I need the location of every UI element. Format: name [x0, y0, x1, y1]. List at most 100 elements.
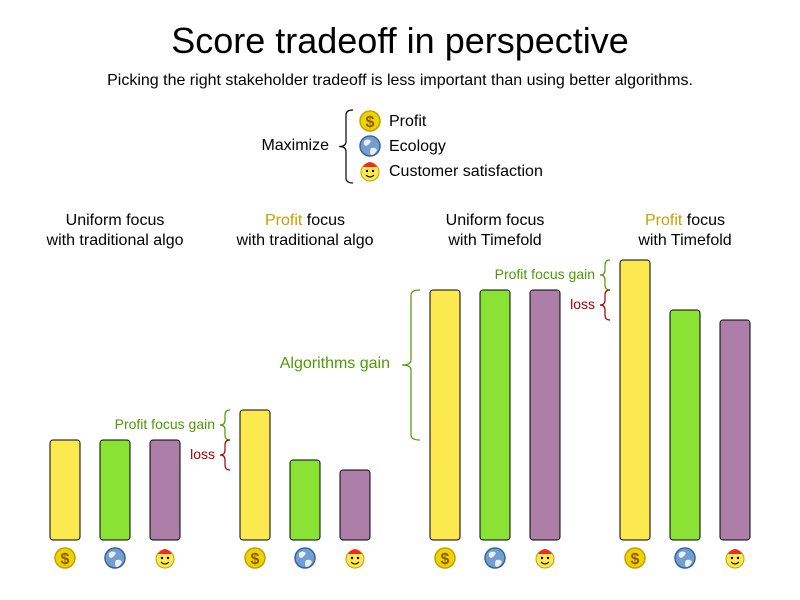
loss-brace-1	[219, 439, 231, 471]
group-title-line1: Uniform focus	[66, 212, 165, 229]
globe-icon	[359, 135, 381, 157]
smiley-icon	[155, 549, 175, 569]
group-title-line2: with traditional algo	[46, 232, 184, 249]
globe-icon	[104, 547, 126, 569]
profit-focus-gain-label-2: Profit focus gain	[495, 266, 595, 282]
smiley-cap	[348, 549, 362, 554]
smiley-eye	[546, 556, 550, 560]
bar-profit	[239, 409, 271, 541]
loss-label-1: loss	[190, 446, 215, 462]
legend-customer: Customer satisfaction	[389, 163, 543, 180]
bar-ecology	[669, 309, 701, 541]
smiley-eye	[730, 556, 734, 560]
group-title-text: focus	[302, 212, 345, 229]
smiley-eye	[166, 556, 170, 560]
globe-body	[484, 547, 506, 569]
globe-icon	[294, 547, 316, 569]
bar-ecology	[99, 439, 131, 541]
smiley-cap	[363, 162, 377, 167]
coin-body	[359, 110, 381, 132]
globe-body	[104, 547, 126, 569]
smiley-cap	[538, 549, 552, 554]
group-title-text: Uniform focus	[446, 212, 545, 229]
smiley-eye	[540, 556, 544, 560]
loss-label-2: loss	[570, 296, 595, 312]
bar-customer	[339, 469, 371, 541]
legend-label: Maximize	[261, 137, 329, 154]
bar-customer	[149, 439, 181, 541]
group-title-highlight: Profit	[265, 212, 303, 229]
smiley-eye	[160, 556, 164, 560]
globe-land	[108, 551, 122, 567]
smiley-mouth	[540, 561, 550, 565]
profit-focus-gain-brace-2	[599, 259, 611, 291]
group-title-line1: Profit focus	[645, 212, 725, 229]
globe-body	[359, 135, 381, 157]
group-title-highlight: Profit	[645, 212, 683, 229]
bar-ecology	[289, 459, 321, 541]
smiley-mouth	[730, 561, 740, 565]
coin-symbol: $	[441, 551, 450, 568]
smiley-icon	[725, 549, 745, 569]
smiley-mouth	[365, 174, 375, 178]
smiley-mouth	[350, 561, 360, 565]
smiley-mouth	[160, 561, 170, 565]
algorithms-gain-brace	[401, 289, 421, 441]
bar-ecology	[479, 289, 511, 541]
coin-icon: $	[54, 547, 76, 569]
group-title-line2: with traditional algo	[236, 232, 374, 249]
globe-icon	[674, 547, 696, 569]
smiley-eye	[365, 169, 369, 173]
coin-icon: $	[624, 547, 646, 569]
coin-symbol: $	[251, 551, 260, 568]
bar-customer	[529, 289, 561, 541]
loss-brace-2	[599, 289, 611, 321]
bar-profit	[49, 439, 81, 541]
legend-ecology: Ecology	[389, 138, 446, 155]
smiley-icon	[345, 549, 365, 569]
coin-body	[244, 547, 266, 569]
smiley-icon	[535, 549, 555, 569]
coin-icon: $	[244, 547, 266, 569]
smiley-eye	[350, 556, 354, 560]
globe-land	[678, 551, 692, 567]
group-title-line1: Profit focus	[265, 212, 345, 229]
coin-body	[54, 547, 76, 569]
smiley-icon	[360, 162, 380, 182]
smiley-cap	[728, 549, 742, 554]
group-title-line2: with Timefold	[637, 232, 731, 249]
coin-icon: $	[359, 110, 381, 132]
globe-land	[363, 139, 377, 155]
title: Score tradeoff in perspective	[171, 20, 629, 61]
globe-body	[294, 547, 316, 569]
coin-symbol: $	[631, 551, 640, 568]
coin-body	[624, 547, 646, 569]
legend-brace	[338, 109, 354, 184]
smiley-eye	[736, 556, 740, 560]
group-title-line1: Uniform focus	[446, 212, 545, 229]
globe-land	[298, 551, 312, 567]
coin-icon: $	[434, 547, 456, 569]
smiley-eye	[356, 556, 360, 560]
algorithms-gain-label: Algorithms gain	[280, 355, 390, 372]
group-title-line2: with Timefold	[447, 232, 541, 249]
globe-body	[674, 547, 696, 569]
legend-profit: Profit	[389, 113, 427, 130]
coin-symbol: $	[61, 551, 70, 568]
bar-profit	[619, 259, 651, 541]
coin-symbol: $	[366, 114, 375, 131]
profit-focus-gain-brace-1	[219, 409, 231, 441]
group-title-text: focus	[682, 212, 725, 229]
globe-icon	[484, 547, 506, 569]
smiley-cap	[158, 549, 172, 554]
bar-customer	[719, 319, 751, 541]
globe-land	[488, 551, 502, 567]
subtitle: Picking the right stakeholder tradeoff i…	[107, 72, 693, 89]
coin-body	[434, 547, 456, 569]
smiley-eye	[371, 169, 375, 173]
bar-profit	[429, 289, 461, 541]
group-title-text: Uniform focus	[66, 212, 165, 229]
profit-focus-gain-label-1: Profit focus gain	[115, 416, 215, 432]
